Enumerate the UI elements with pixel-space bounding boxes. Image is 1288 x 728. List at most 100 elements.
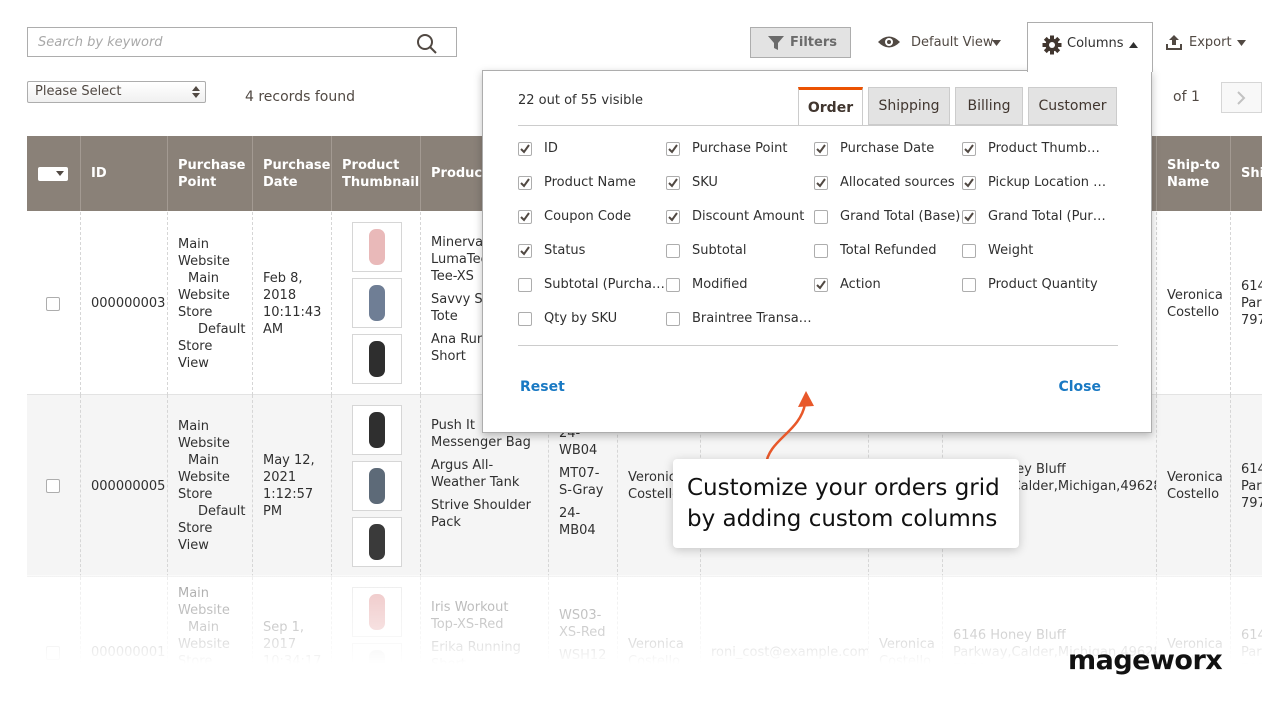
column-checkbox[interactable]: [666, 278, 680, 292]
column-checkbox[interactable]: [814, 210, 828, 224]
column-label[interactable]: Total Refunded: [840, 243, 937, 258]
sku-text: MT07-S-Gray: [559, 466, 604, 498]
thumbnail-figure: [369, 524, 385, 560]
column-label[interactable]: Product Name: [544, 175, 636, 190]
column-label[interactable]: Grand Total (Base): [840, 209, 961, 224]
column-checkbox[interactable]: [518, 244, 532, 258]
panel-tab[interactable]: Order: [798, 87, 863, 125]
mass-action-select[interactable]: Please Select: [27, 81, 206, 103]
search-icon[interactable]: [416, 33, 438, 55]
select-all-control[interactable]: [38, 166, 68, 181]
checkmark-path: [964, 144, 974, 154]
next-page-button[interactable]: [1221, 82, 1262, 113]
column-checkbox[interactable]: [962, 210, 976, 224]
columns-panel: 22 out of 55 visible Reset Close Order Sh…: [482, 70, 1152, 433]
column-label[interactable]: Pickup Location …: [988, 175, 1107, 190]
row-checkbox[interactable]: [46, 296, 60, 311]
select-all[interactable]: [27, 136, 80, 211]
reset-button[interactable]: Reset: [520, 379, 565, 395]
column-checkbox[interactable]: [814, 142, 828, 156]
filters-button[interactable]: Filters: [750, 27, 851, 58]
next-arrow: [1237, 91, 1246, 105]
product-thumbnail[interactable]: [352, 461, 402, 511]
column-checkbox[interactable]: [666, 210, 680, 224]
product-thumbnail[interactable]: [352, 517, 402, 567]
export-button[interactable]: Export: [1189, 35, 1232, 50]
column-header[interactable]: Product: [420, 136, 548, 211]
column-header[interactable]: Product Thumbnail: [331, 136, 420, 211]
checkmark: [520, 246, 530, 256]
search-placeholder: Search by keyword: [38, 35, 163, 50]
column-header[interactable]: Purchase Point: [167, 136, 252, 211]
column-label[interactable]: Product Thumb…: [988, 141, 1100, 156]
column-label[interactable]: Subtotal: [692, 243, 747, 258]
column-label[interactable]: Coupon Code: [544, 209, 632, 224]
column-label[interactable]: Purchase Date: [840, 141, 935, 156]
column-label[interactable]: SKU: [692, 175, 718, 190]
column-label[interactable]: Grand Total (Pur…: [988, 209, 1106, 224]
column-label[interactable]: Braintree Transa…: [692, 311, 812, 326]
checkmark: [964, 178, 974, 188]
column-header-label: Product: [431, 166, 489, 181]
column-checkbox[interactable]: [518, 312, 532, 326]
grid-cell: Veronica Costello: [1156, 212, 1230, 395]
product-name: Argus All-Weather Tank: [431, 458, 520, 490]
column-checkbox[interactable]: [962, 278, 976, 292]
checkmark: [816, 280, 826, 290]
column-checkbox[interactable]: [814, 244, 828, 258]
column-label[interactable]: Action: [840, 277, 881, 292]
column-checkbox[interactable]: [518, 278, 532, 292]
panel-tab[interactable]: Shipping: [868, 87, 950, 125]
column-label[interactable]: Modified: [692, 277, 748, 292]
select-label: Please Select: [35, 84, 122, 99]
column-header[interactable]: Shi: [1230, 136, 1262, 211]
view-switcher[interactable]: Default View: [911, 35, 994, 50]
column-header-label: Shi: [1241, 166, 1262, 181]
column-checkbox[interactable]: [962, 142, 976, 156]
panel-tab[interactable]: Billing: [955, 87, 1023, 125]
search-input[interactable]: Search by keyword: [27, 27, 457, 57]
column-label[interactable]: Discount Amount: [692, 209, 805, 224]
column-label[interactable]: Status: [544, 243, 586, 258]
purchase-date-text: Feb 8, 2018 10:11:43 AM: [263, 270, 322, 337]
column-label[interactable]: Purchase Point: [692, 141, 788, 156]
checkmark: [668, 178, 678, 188]
product-name: Push It Messenger Bag: [431, 418, 531, 450]
column-label[interactable]: Qty by SKU: [544, 311, 618, 326]
column-checkbox[interactable]: [666, 142, 680, 156]
column-label[interactable]: Allocated sources: [840, 175, 955, 190]
checkmark: [520, 178, 530, 188]
product-thumbnail[interactable]: [352, 334, 402, 384]
panel-divider: [518, 345, 1118, 346]
panel-tab[interactable]: Customer: [1028, 87, 1117, 125]
product-thumbnail[interactable]: [352, 222, 402, 272]
column-label[interactable]: Product Quantity: [988, 277, 1098, 292]
column-header[interactable]: ID: [80, 136, 167, 211]
column-checkbox[interactable]: [666, 312, 680, 326]
column-label[interactable]: Weight: [988, 243, 1034, 258]
thumbnail-figure: [369, 229, 385, 265]
column-label[interactable]: Subtotal (Purcha…: [544, 277, 665, 292]
column-label[interactable]: ID: [544, 141, 558, 156]
column-checkbox[interactable]: [518, 142, 532, 156]
close-button[interactable]: Close: [1058, 379, 1101, 395]
column-header[interactable]: Purchase Date: [252, 136, 331, 211]
columns-button[interactable]: Columns: [1027, 22, 1153, 72]
column-checkbox[interactable]: [814, 176, 828, 190]
column-checkbox[interactable]: [666, 244, 680, 258]
column-checkbox[interactable]: [962, 244, 976, 258]
column-checkbox[interactable]: [814, 278, 828, 292]
product-thumbnail[interactable]: [352, 405, 402, 455]
row-checkbox[interactable]: [46, 479, 60, 493]
purchase-point-line: Default Store View: [178, 504, 246, 553]
column-checkbox[interactable]: [518, 176, 532, 190]
column-checkbox[interactable]: [518, 210, 532, 224]
column-checkbox[interactable]: [666, 176, 680, 190]
purchase-point-line: Main Website Store: [178, 270, 230, 320]
column-checkbox[interactable]: [962, 176, 976, 190]
callout-text: Customize your orders grid by adding cus…: [687, 475, 1000, 532]
column-header[interactable]: Ship-to Name: [1156, 136, 1230, 211]
product-thumbnail[interactable]: [352, 278, 402, 328]
